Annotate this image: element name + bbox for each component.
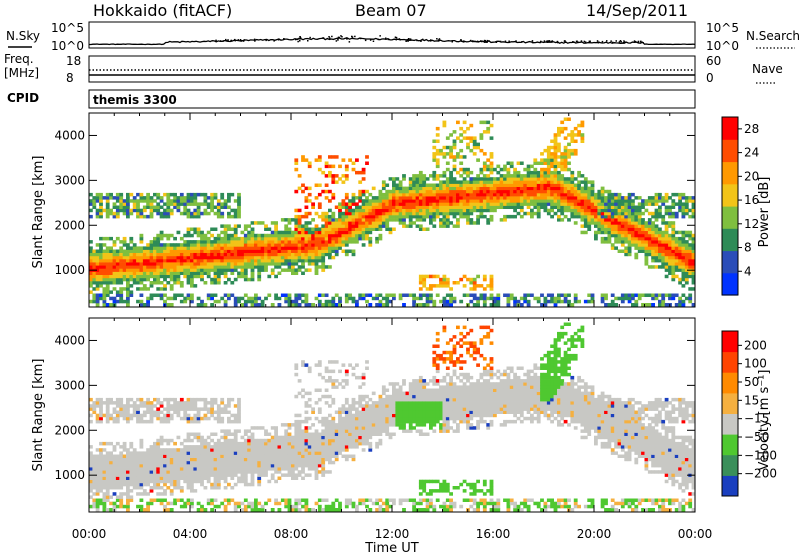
time-tick-label: 20:00: [577, 527, 612, 541]
power-ytick-label: 2000: [54, 218, 85, 232]
time-tick-label: 16:00: [476, 527, 511, 541]
velocity-swatch: [722, 413, 738, 435]
velocity-heatmap: [89, 322, 695, 512]
velocity-tick-label: 50: [744, 375, 759, 389]
velocity-swatch: [722, 372, 738, 394]
power-swatch: [722, 250, 738, 274]
nave-tick-top: 60: [706, 54, 721, 68]
time-tick-label: 04:00: [173, 527, 208, 541]
velocity-tick-label: −15: [744, 412, 769, 426]
velocity-ytick-label: 3000: [54, 378, 85, 392]
nave-label: Nave: [752, 62, 783, 76]
velocity-swatch: [722, 331, 738, 353]
power-colorbar: 4 8 12 16 20 24 28: [721, 116, 759, 296]
power-tick-label: 4: [744, 264, 752, 278]
power-swatch: [722, 228, 738, 252]
nsky-series: [89, 37, 696, 46]
cpid-program: themis 3300: [93, 93, 177, 107]
power-ytick-label: 3000: [54, 173, 85, 187]
time-tick-label: 08:00: [274, 527, 309, 541]
power-tick-label: 28: [744, 122, 759, 136]
velocity-ytick-label: 4000: [54, 333, 85, 347]
nsearch-series: [215, 35, 644, 44]
nsearch-label: N.Search: [746, 29, 800, 43]
velocity-tick-label: −200: [744, 467, 777, 481]
velocity-tick-label: 15: [744, 393, 759, 407]
power-panel: 1000 2000 3000 4000 Slant Range [km] 4 8 12 16…: [31, 112, 772, 308]
beam-title: Beam 07: [355, 1, 427, 20]
nsearch-tick-top: 10^5: [706, 21, 739, 35]
velocity-tick-label: 200: [744, 338, 767, 352]
power-swatch: [722, 183, 738, 207]
power-tick-label: 20: [744, 169, 759, 183]
velocity-swatch: [722, 454, 738, 476]
power-swatch: [722, 117, 738, 140]
velocity-swatch: [722, 351, 738, 373]
velocity-ytick-label: 1000: [54, 468, 85, 482]
freq-tick-bottom: 8: [66, 71, 74, 85]
power-ytick-label: 4000: [54, 128, 85, 142]
cpid-panel: CPID themis 3300: [7, 89, 696, 109]
nsearch-tick-bottom: 10^0: [706, 39, 739, 53]
time-axis-label: Time UT: [364, 541, 418, 554]
power-swatch: [722, 272, 738, 296]
nsky-panel: N.Sky 10^5 10^0 10^5 10^0 N.Search: [6, 21, 800, 53]
power-colorbar-label: Power [dB]: [757, 177, 772, 248]
velocity-tick-label: −50: [744, 430, 769, 444]
nsky-label: N.Sky: [6, 29, 40, 43]
velocity-swatch: [722, 392, 738, 414]
power-heatmap: [89, 117, 695, 307]
power-ylabel: Slant Range [km]: [31, 156, 46, 269]
time-tick-label: 00:00: [678, 527, 713, 541]
power-tick-label: 24: [744, 146, 759, 160]
velocity-ylabel: Slant Range [km]: [31, 359, 46, 472]
power-ytick-label: 1000: [54, 263, 85, 277]
time-axis: 00:00 04:00 08:00 12:00 16:00 20:00 00:00: [72, 527, 713, 541]
time-tick-label: 12:00: [375, 527, 410, 541]
date-title: 14/Sep/2011: [586, 1, 688, 20]
power-tick-label: 8: [744, 241, 752, 255]
velocity-swatch: [722, 475, 738, 497]
freq-label: Freq.: [4, 52, 34, 66]
time-tick-label: 00:00: [72, 527, 107, 541]
freq-tick-top: 18: [66, 54, 81, 68]
cpid-label: CPID: [7, 91, 39, 105]
freq-unit: [MHz]: [4, 66, 39, 80]
power-swatch: [722, 161, 738, 185]
power-tick-label: 16: [744, 193, 759, 207]
station-title: Hokkaido (fitACF): [93, 1, 232, 20]
velocity-tick-label: −100: [744, 448, 777, 462]
power-swatch: [722, 139, 738, 163]
velocity-tick-label: 100: [744, 357, 767, 371]
velocity-colorbar-label: Velocity [m s⁻¹]: [757, 370, 772, 471]
velocity-ytick-label: 2000: [54, 423, 85, 437]
nsky-tick-bottom: 10^0: [51, 39, 84, 53]
freq-panel: Freq. [MHz] 18 8 60 0 Nave: [4, 52, 783, 85]
power-swatch: [722, 206, 738, 229]
velocity-colorbar: 200 100 50 15 −15 −50 −100 −200: [721, 330, 777, 497]
velocity-panel: 1000 2000 3000 4000 Slant Range [km] 200 100…: [31, 317, 777, 513]
nsky-tick-top: 10^5: [51, 21, 84, 35]
velocity-swatch: [722, 434, 738, 456]
nave-tick-bottom: 0: [706, 71, 714, 85]
power-tick-label: 12: [744, 217, 759, 231]
